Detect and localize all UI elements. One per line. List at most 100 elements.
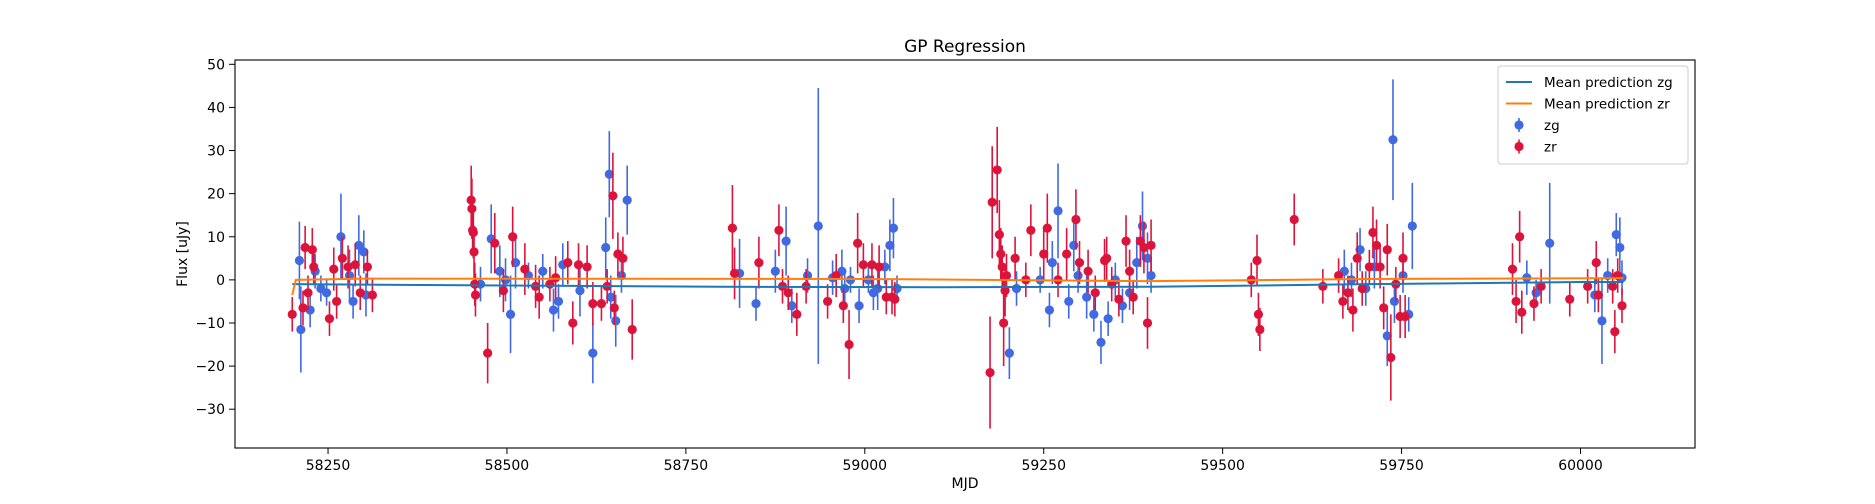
data-point-zr-48 [783,288,793,298]
data-point-zr-7 [329,264,339,274]
data-point-zg-77 [1389,296,1400,307]
data-point-zr-98 [1318,281,1328,291]
mean-line-0 [292,281,1624,289]
data-point-zg-50 [1004,348,1014,358]
data-point-zg-76 [1388,135,1398,145]
legend-label-zr: zr [1544,140,1557,156]
legend-label-mean-prediction-zg: Mean prediction zg [1544,75,1673,91]
data-point-zg-24 [588,348,598,358]
x-tick-label-4: 59250 [1021,458,1066,474]
legend-label-zg: zg [1544,118,1560,134]
data-point-zr-118 [1515,232,1525,242]
data-point-zg-49 [892,283,902,294]
data-point-zr-44 [729,268,740,278]
data-point-zg-33 [770,266,780,276]
data-point-zr-67 [997,262,1007,272]
data-point-zg-66 [1132,258,1142,268]
legend-box [1497,65,1689,165]
data-point-zr-63 [987,197,997,207]
data-point-zg-67 [1137,221,1148,231]
data-point-zr-15 [466,195,476,205]
data-point-zg-88 [1615,242,1625,253]
data-point-zr-105 [1364,262,1374,272]
data-point-zr-116 [1507,264,1518,274]
data-point-zr-65 [994,230,1004,240]
y-tick-label-4: 10 [207,230,225,246]
data-point-zr-42 [627,324,637,335]
data-point-zr-119 [1517,307,1527,317]
data-point-zr-16 [467,204,477,214]
data-point-zg-15 [500,275,511,285]
data-point-zg-42 [854,301,864,311]
y-tick-label-8: 50 [207,57,225,73]
data-point-zr-121 [1536,281,1546,291]
data-point-zr-45 [754,258,764,268]
y-tick-label-6: 30 [207,144,225,160]
series-zr [287,126,1627,429]
data-point-zr-85 [1114,294,1124,304]
data-point-zr-69 [1000,286,1010,296]
data-point-zr-9 [337,253,347,263]
data-point-zr-94 [1252,255,1262,266]
data-point-zg-26 [604,169,614,179]
legend-marker-zg [1514,120,1524,130]
data-point-zr-10 [343,262,353,272]
data-point-zr-3 [303,288,313,298]
data-point-zr-6 [324,314,335,324]
data-point-zg-51 [1011,283,1022,294]
data-point-zr-56 [858,260,868,270]
data-point-zr-101 [1343,288,1353,298]
data-point-zr-41 [618,253,628,263]
data-point-zr-25 [508,232,518,242]
data-point-zr-36 [596,298,607,309]
data-point-zr-32 [568,318,578,328]
data-point-zr-90 [1139,242,1149,253]
data-point-zr-4 [307,245,317,255]
data-point-zg-16 [505,309,516,319]
data-point-zg-83 [1545,238,1555,248]
data-point-zr-102 [1348,305,1358,315]
data-point-zg-10 [359,247,369,257]
data-point-zr-124 [1591,258,1601,268]
data-point-zr-51 [822,296,833,307]
data-point-zr-1 [298,303,308,313]
data-point-zr-5 [309,262,319,272]
data-point-zg-87 [1611,230,1621,240]
data-point-zr-54 [844,339,854,350]
x-tick-label-3: 59000 [843,458,888,474]
data-point-zr-74 [1039,249,1049,259]
x-tick-label-5: 59500 [1200,458,1245,474]
y-tick-label-1: −20 [195,359,225,375]
data-point-zr-88 [1128,292,1138,302]
data-point-zg-14 [495,266,505,276]
data-point-zg-45 [873,283,883,294]
plot-data-layer [287,79,1627,429]
data-point-zr-73 [1026,225,1036,235]
data-point-zg-61 [1096,337,1106,347]
data-point-zr-104 [1357,283,1367,294]
data-point-zg-55 [1053,206,1063,216]
data-point-zg-48 [888,223,899,233]
data-point-zr-87 [1125,266,1135,276]
data-point-zg-58 [1073,270,1083,281]
data-point-zr-96 [1255,324,1265,335]
data-point-zr-55 [853,238,863,248]
data-point-zr-53 [838,301,848,311]
data-point-zg-40 [840,283,850,294]
data-point-zg-54 [1047,258,1057,268]
legend-marker-zr [1514,141,1524,152]
chart-title: GP Regression [904,37,1026,57]
data-point-zr-127 [1610,327,1620,337]
data-point-zr-103 [1352,253,1362,263]
data-point-zg-1 [296,324,306,335]
data-point-zr-39 [609,303,619,313]
data-point-zg-35 [787,301,797,311]
data-point-zr-68 [999,318,1009,328]
data-point-zg-32 [751,298,761,309]
data-point-zg-28 [611,316,621,326]
mean-line-1 [291,277,1624,296]
data-point-zr-14 [367,290,378,300]
data-point-zr-34 [582,262,592,272]
x-axis-title: MJD [952,476,979,492]
